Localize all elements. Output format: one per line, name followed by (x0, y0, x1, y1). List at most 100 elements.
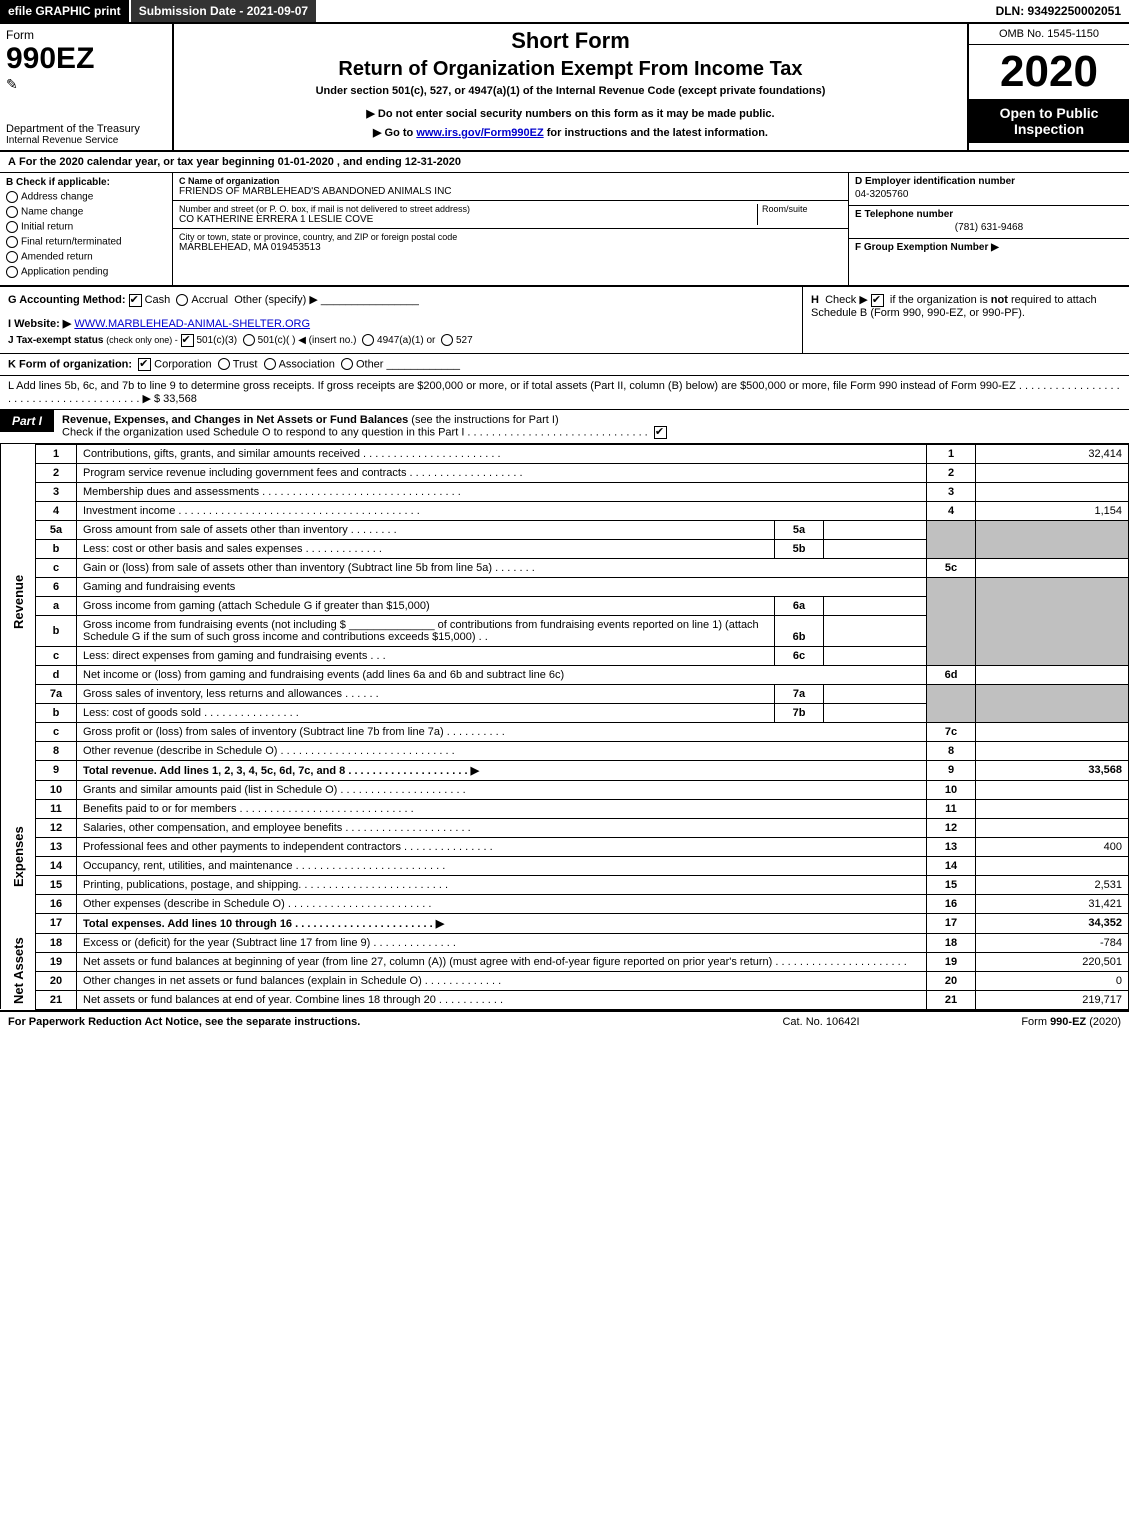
check-application-pending[interactable]: Application pending (6, 266, 166, 278)
line-3: 3 Membership dues and assessments . . . … (1, 482, 1129, 501)
line-15-desc: Printing, publications, postage, and shi… (77, 875, 927, 894)
line-5c-refnum: 5c (927, 558, 976, 577)
line-17: 17 Total expenses. Add lines 10 through … (1, 913, 1129, 933)
check-association[interactable] (264, 358, 276, 370)
org-address: CO KATHERINE ERRERA 1 LESLIE COVE (179, 214, 757, 225)
row-a-tax-year: A For the 2020 calendar year, or tax yea… (0, 152, 1129, 173)
line-16-desc: Other expenses (describe in Schedule O) … (77, 894, 927, 913)
line-6c-subval (824, 646, 927, 665)
line-12-refnum: 12 (927, 818, 976, 837)
h-text2: if the organization is (890, 294, 991, 306)
grey-cell (927, 539, 976, 558)
line-14-desc: Occupancy, rent, utilities, and maintena… (77, 856, 927, 875)
footer-center: Cat. No. 10642I (721, 1016, 921, 1028)
check-schedule-b[interactable] (871, 294, 884, 307)
line-13-refnum: 13 (927, 837, 976, 856)
check-schedule-o[interactable] (654, 426, 667, 439)
j-sub: (check only one) - (106, 335, 178, 345)
line-13: 13 Professional fees and other payments … (1, 837, 1129, 856)
accrual-label: Accrual (191, 294, 228, 306)
check-name-change[interactable]: Name change (6, 206, 166, 218)
check-4947[interactable] (362, 334, 374, 346)
c-label: C Name of organization (179, 176, 280, 186)
grey-cell (976, 577, 1129, 596)
section-b-checks: B Check if applicable: Address change Na… (0, 173, 173, 285)
line-7c-num: c (36, 722, 77, 741)
side-spacer (1, 760, 36, 780)
line-9-amt: 33,568 (976, 760, 1129, 780)
opt-527: 527 (456, 335, 473, 346)
line-5b-sub: 5b (775, 539, 824, 558)
website-link[interactable]: WWW.MARBLEHEAD-ANIMAL-SHELTER.ORG (74, 318, 310, 330)
line-21: 21 Net assets or fund balances at end of… (1, 990, 1129, 1009)
room-label: Room/suite (762, 204, 842, 214)
form-label: Form (6, 28, 166, 42)
org-city: MARBLEHEAD, MA 019453513 (179, 242, 842, 253)
line-20: 20 Other changes in net assets or fund b… (1, 971, 1129, 990)
line-21-num: 21 (36, 990, 77, 1009)
line-4: 4 Investment income . . . . . . . . . . … (1, 501, 1129, 520)
line-2-desc: Program service revenue including govern… (77, 463, 927, 482)
line-10: Expenses 10 Grants and similar amounts p… (1, 780, 1129, 799)
check-initial-return-label: Initial return (21, 222, 73, 233)
topbar: efile GRAPHIC print Submission Date - 20… (0, 0, 1129, 24)
efile-print-button[interactable]: efile GRAPHIC print (0, 0, 131, 22)
grey-cell (976, 615, 1129, 646)
line-14-amt (976, 856, 1129, 875)
j-label: J Tax-exempt status (8, 335, 103, 346)
check-other-org[interactable] (341, 358, 353, 370)
line-12-num: 12 (36, 818, 77, 837)
header-right: OMB No. 1545-1150 2020 Open to Public In… (967, 24, 1129, 150)
check-corporation[interactable] (138, 358, 151, 371)
form-header: Form 990EZ ✎ Department of the Treasury … (0, 24, 1129, 152)
check-final-return[interactable]: Final return/terminated (6, 236, 166, 248)
line-8-desc: Other revenue (describe in Schedule O) .… (77, 741, 927, 760)
grey-cell (927, 520, 976, 539)
addr-label: Number and street (or P. O. box, if mail… (179, 204, 757, 214)
check-accrual[interactable] (176, 294, 188, 306)
irs-link[interactable]: www.irs.gov/Form990EZ (416, 127, 543, 139)
part-1-title-suffix: (see the instructions for Part I) (408, 414, 558, 426)
lines-table: Revenue 1 Contributions, gifts, grants, … (0, 444, 1129, 1010)
city-label: City or town, state or province, country… (179, 232, 842, 242)
line-7a-num: 7a (36, 684, 77, 703)
check-address-change[interactable]: Address change (6, 191, 166, 203)
line-15-amt: 2,531 (976, 875, 1129, 894)
check-527[interactable] (441, 334, 453, 346)
check-cash[interactable] (129, 294, 142, 307)
identification-block: B Check if applicable: Address change Na… (0, 173, 1129, 287)
footer-left: For Paperwork Reduction Act Notice, see … (8, 1016, 721, 1028)
submission-date-button[interactable]: Submission Date - 2021-09-07 (131, 0, 316, 22)
goto-instructions: ▶ Go to www.irs.gov/Form990EZ for instru… (180, 126, 961, 139)
part-1-header: Part I Revenue, Expenses, and Changes in… (0, 410, 1129, 444)
check-501c3[interactable] (181, 334, 194, 347)
line-7c-refnum: 7c (927, 722, 976, 741)
line-15-refnum: 15 (927, 875, 976, 894)
line-9-desc: Total revenue. Add lines 1, 2, 3, 4, 5c,… (77, 760, 927, 780)
line-9-num: 9 (36, 760, 77, 780)
check-501c[interactable] (243, 334, 255, 346)
line-21-amt: 219,717 (976, 990, 1129, 1009)
line-5b-desc: Less: cost or other basis and sales expe… (77, 539, 775, 558)
goto-suffix: for instructions and the latest informat… (544, 127, 768, 139)
check-amended-return[interactable]: Amended return (6, 251, 166, 263)
line-18-num: 18 (36, 933, 77, 952)
line-7b-desc: Less: cost of goods sold . . . . . . . .… (77, 703, 775, 722)
b-label: B Check if applicable: (6, 177, 166, 188)
check-address-change-label: Address change (21, 192, 93, 203)
k-row: K Form of organization: Corporation Trus… (0, 354, 1129, 376)
check-initial-return[interactable]: Initial return (6, 221, 166, 233)
line-9: 9 Total revenue. Add lines 1, 2, 3, 4, 5… (1, 760, 1129, 780)
line-13-desc: Professional fees and other payments to … (77, 837, 927, 856)
opt-other-org: Other (356, 358, 384, 370)
line-8-num: 8 (36, 741, 77, 760)
line-19-num: 19 (36, 952, 77, 971)
line-16: 16 Other expenses (describe in Schedule … (1, 894, 1129, 913)
line-6b-subval (824, 615, 927, 646)
cash-label: Cash (145, 294, 171, 306)
line-6c: c Less: direct expenses from gaming and … (1, 646, 1129, 665)
line-5c-num: c (36, 558, 77, 577)
check-trust[interactable] (218, 358, 230, 370)
line-15-num: 15 (36, 875, 77, 894)
grey-cell (927, 615, 976, 646)
